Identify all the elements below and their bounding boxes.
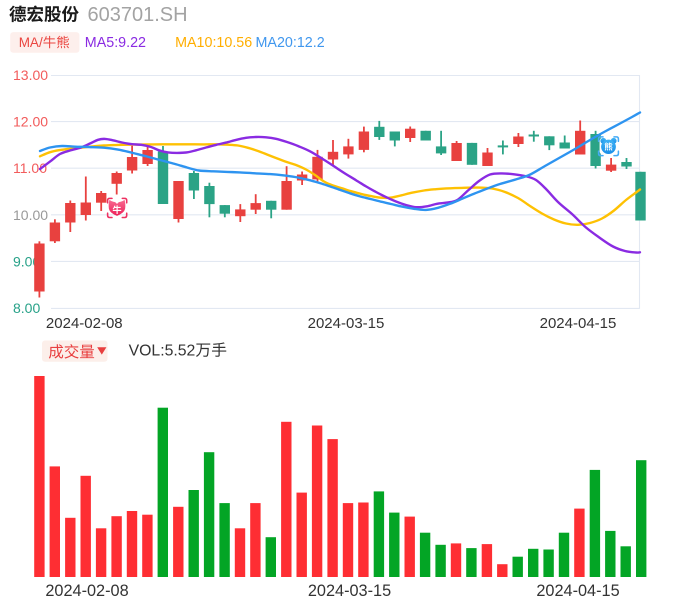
svg-text:10.00: 10.00 xyxy=(13,207,48,223)
svg-text:2024-04-15: 2024-04-15 xyxy=(540,315,617,332)
svg-text:MA/: MA/ xyxy=(19,35,43,50)
svg-text:2024-04-15: 2024-04-15 xyxy=(536,582,619,600)
svg-text:8.00: 8.00 xyxy=(13,300,40,316)
svg-text:13.00: 13.00 xyxy=(13,67,48,83)
svg-text:9.00: 9.00 xyxy=(13,253,40,269)
svg-text:MA5:9.22: MA5:9.22 xyxy=(85,35,146,51)
svg-text:2024-02-08: 2024-02-08 xyxy=(46,315,123,332)
svg-text:11.00: 11.00 xyxy=(13,160,47,176)
svg-text:2024-03-15: 2024-03-15 xyxy=(308,315,385,332)
svg-text:2024-02-08: 2024-02-08 xyxy=(45,582,128,600)
svg-text:MA10:10.56: MA10:10.56 xyxy=(175,35,252,51)
svg-text:VOL:5.52: VOL:5.52 xyxy=(129,343,196,360)
svg-text:MA20:12.2: MA20:12.2 xyxy=(256,35,325,51)
svg-text:603701.SH: 603701.SH xyxy=(88,4,188,26)
svg-text:2024-03-15: 2024-03-15 xyxy=(308,582,391,600)
svg-text:12.00: 12.00 xyxy=(13,114,48,130)
